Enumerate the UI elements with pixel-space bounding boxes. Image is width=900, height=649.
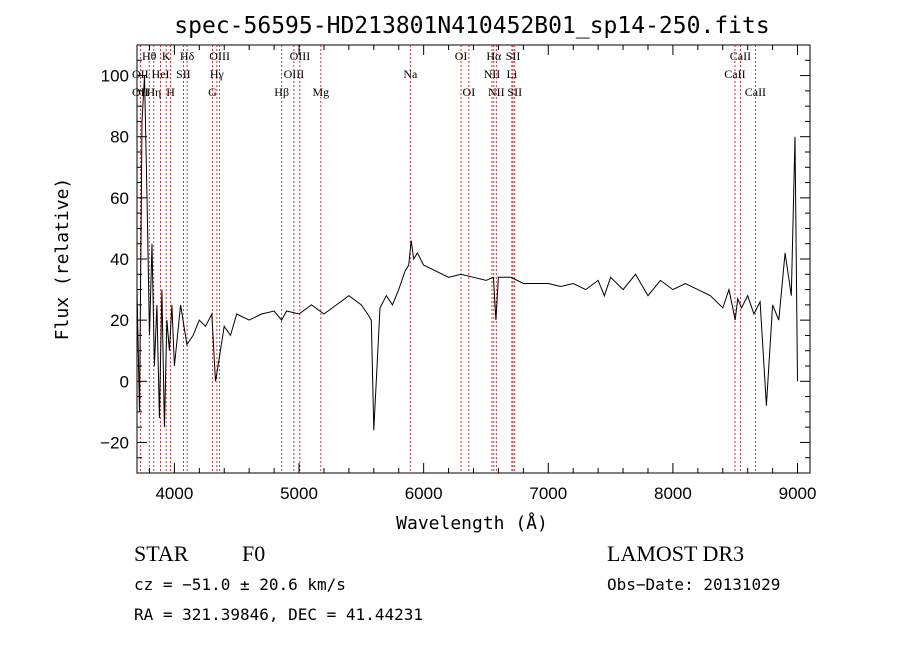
spectral-line-markers — [139, 45, 756, 473]
y-tick-label-0: 0 — [120, 372, 129, 391]
y-tick-label-60: 60 — [110, 189, 129, 208]
line-label-17: CaII — [724, 67, 745, 81]
x-tick-label-4000: 4000 — [155, 484, 193, 503]
line-label-9: OII — [132, 67, 149, 81]
y-tick-label-100: 100 — [101, 67, 129, 86]
line-label-25: NII — [488, 85, 505, 99]
line-label-20: H — [166, 85, 175, 99]
redshift-velocity: cz = −51.0 ± 20.6 km/s — [134, 575, 346, 594]
line-label-1: K — [162, 49, 171, 63]
y-axis-ticks: −20 0 20 40 60 80 100 — [100, 44, 810, 474]
line-label-24: OI — [463, 85, 476, 99]
line-label-23: Mg — [312, 85, 329, 99]
y-tick-label-40: 40 — [110, 250, 129, 269]
line-label-0: Hθ — [142, 49, 157, 63]
x-tick-label-8000: 8000 — [654, 484, 692, 503]
x-tick-label-6000: 6000 — [405, 484, 443, 503]
observation-date: Obs−Date: 20131029 — [607, 575, 780, 594]
line-label-3: OIII — [209, 49, 230, 63]
line-label-26: SII — [507, 85, 522, 99]
line-label-13: OIII — [284, 67, 305, 81]
line-label-19: Hη — [146, 85, 161, 99]
coordinates: RA = 321.39846, DEC = 41.44231 — [134, 605, 423, 624]
spectral-line-labels: Hθ K Hδ OIII OIII OI Hα SII CaII OII HeI SII Hγ OIII N… — [132, 49, 766, 99]
object-class: STAR — [134, 541, 189, 566]
plot-frame — [136, 44, 811, 474]
flux-series-line — [136, 75, 798, 431]
line-label-11: SII — [176, 67, 191, 81]
x-axis-ticks: 4000 5000 6000 7000 8000 9000 — [148, 45, 817, 503]
line-label-16: Li — [507, 67, 518, 81]
x-tick-label-9000: 9000 — [779, 484, 817, 503]
x-tick-label-5000: 5000 — [280, 484, 318, 503]
line-label-22: Hβ — [274, 85, 289, 99]
line-label-8: CaII — [730, 49, 751, 63]
x-tick-label-7000: 7000 — [529, 484, 567, 503]
object-subclass: F0 — [242, 541, 265, 566]
y-tick-label--20: −20 — [100, 433, 129, 452]
line-label-10: HeI — [152, 67, 170, 81]
y-tick-label-80: 80 — [110, 128, 129, 147]
survey-name: LAMOST DR3 — [607, 541, 744, 566]
line-label-7: SII — [506, 49, 521, 63]
line-label-21: G — [208, 85, 217, 99]
line-label-14: Na — [403, 67, 418, 81]
line-label-4: OIII — [290, 49, 311, 63]
line-label-15: NII — [484, 67, 501, 81]
line-label-12: Hγ — [210, 67, 225, 81]
line-label-27: CaII — [745, 85, 766, 99]
y-axis-label: Flux (relative) — [52, 178, 73, 341]
y-tick-label-20: 20 — [110, 311, 129, 330]
chart-title: spec-56595-HD213801N410452B01_sp14-250.f… — [174, 13, 769, 39]
line-label-5: OI — [455, 49, 468, 63]
line-label-6: Hα — [486, 49, 502, 63]
x-axis-label: Wavelength (Å) — [396, 512, 548, 534]
line-label-2: Hδ — [180, 49, 195, 63]
